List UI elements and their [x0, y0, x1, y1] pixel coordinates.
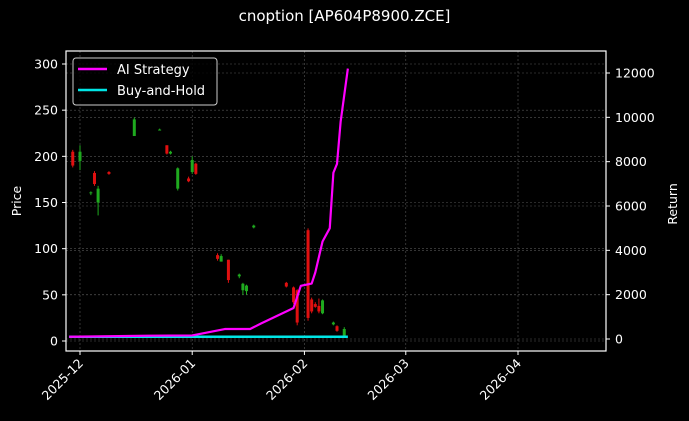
candle-body [219, 256, 223, 262]
candle-body [306, 230, 310, 318]
candle-body [176, 168, 180, 189]
candle-body [331, 322, 335, 325]
y-right-tick-label: 12000 [615, 66, 655, 81]
y-right-tick-label: 2000 [615, 287, 647, 302]
x-tick-label: 2026-03 [364, 356, 412, 404]
candle-body [158, 129, 162, 131]
candle-body [335, 326, 339, 331]
legend-buy-and-hold-label: Buy-and-Hold [117, 84, 205, 99]
legend-ai-strategy-label: AI Strategy [117, 63, 190, 78]
candle-body [226, 259, 230, 281]
candle-body [89, 192, 93, 194]
y-right-tick-label: 8000 [615, 154, 647, 169]
candle-body [187, 178, 191, 182]
y-left-tick-label: 100 [34, 241, 58, 256]
candle-body [241, 283, 245, 291]
y-left-tick-label: 50 [42, 287, 58, 302]
candle-body [342, 328, 346, 336]
candle-body [252, 225, 256, 228]
x-tick-label: 2026-02 [263, 356, 311, 404]
candle-body [313, 304, 317, 307]
x-tick-label: 2026-01 [151, 356, 199, 404]
candle-body [292, 287, 296, 303]
y-left-tick-label: 0 [50, 334, 58, 349]
plot-frame [65, 50, 607, 352]
candle-body [168, 151, 172, 154]
y-left-tick-label: 200 [34, 149, 58, 164]
grid-lines [66, 51, 606, 351]
legend-box [72, 57, 218, 106]
y-left-tick-label: 250 [34, 103, 58, 118]
y-left-tick-label: 150 [34, 195, 58, 210]
candle-body [96, 188, 100, 203]
candlestick-series [71, 117, 346, 337]
return-lines [69, 68, 349, 339]
ai-strategy-line [69, 68, 349, 338]
candle-body [245, 285, 249, 292]
legend: AI Strategy Buy-and-Hold [72, 57, 218, 106]
y-axis-right: 0 2000 4000 6000 8000 10000 12000 [606, 66, 655, 347]
y-left-tick-label: 300 [34, 57, 58, 72]
candle-body [310, 299, 314, 312]
chart-title: cnoption [AP604P8900.ZCE] [238, 7, 451, 25]
y-axis-left: 0 50 100 150 200 250 300 [34, 57, 66, 349]
candle-body [284, 282, 288, 287]
candle-body [237, 274, 241, 277]
y-right-tick-label: 10000 [615, 110, 655, 125]
x-tick-label: 2026-04 [477, 355, 525, 403]
candle-body [71, 151, 75, 166]
candle-body [132, 119, 136, 137]
candle-body [194, 163, 198, 174]
y-axis-right-label: Return [665, 183, 680, 224]
candle-body [317, 305, 321, 312]
y-axis-left-label: Price [9, 185, 24, 216]
y-right-tick-label: 4000 [615, 243, 647, 258]
candle-body [92, 172, 96, 185]
candle-body [216, 255, 220, 259]
x-tick-label: 2025-12 [39, 356, 87, 404]
y-right-tick-label: 6000 [615, 199, 647, 214]
candle-body [78, 151, 82, 161]
x-axis: 2025-12 2026-01 2026-02 2026-03 2026-04 [39, 351, 525, 404]
candle-body [107, 172, 111, 174]
candle-body [165, 145, 169, 154]
y-right-tick-label: 0 [615, 332, 623, 347]
candle-body [321, 300, 325, 314]
candle-body [190, 160, 194, 173]
candle-body [295, 290, 299, 323]
